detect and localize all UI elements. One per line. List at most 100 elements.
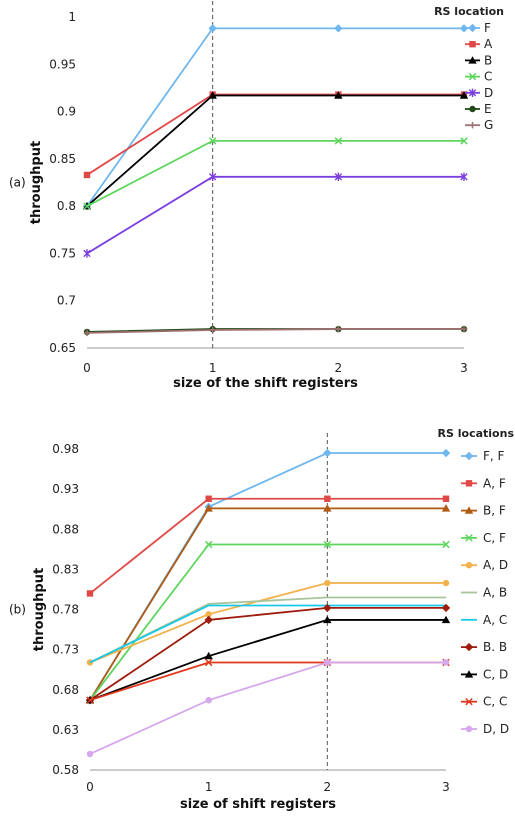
y-axis-title: throughput [29, 141, 44, 224]
marker-diamond [441, 448, 451, 458]
marker-diamond [204, 615, 213, 625]
marker-diamond [468, 23, 477, 33]
legend-item: B [465, 53, 492, 67]
legend-label: F [484, 21, 491, 35]
legend-item: B. B [461, 640, 507, 654]
marker-circle [465, 562, 473, 569]
marker-plus [335, 325, 342, 333]
legend-item: G [465, 118, 493, 132]
legend-label: A, C [483, 613, 507, 627]
legend-label: G [484, 118, 493, 132]
series-line [86, 27, 464, 207]
chart-panel-b: 0.58 0.63 0.68 0.73 0.78 0.83 0.88 0.93 0.98 0 1 2 3… [9, 427, 514, 812]
marker-square [465, 480, 473, 487]
legend-label: C, C [483, 695, 507, 709]
legend-title: RS location [434, 5, 504, 18]
series-b [82, 91, 469, 210]
x-tick-label: 3 [442, 780, 450, 794]
marker-diamond [334, 24, 343, 33]
marker-star [468, 88, 477, 97]
y-tick-label: 0.68 [52, 683, 79, 697]
y-tick-label: 0.85 [49, 152, 76, 166]
marker-circle [442, 659, 450, 666]
series-line [86, 175, 464, 255]
legend-item: C, D [461, 667, 508, 681]
marker-triangle [441, 615, 451, 624]
marker-triangle [323, 615, 332, 624]
x-tick-label: 0 [86, 780, 94, 794]
legend: RS locations F, F A, F B, F C, F A, D A, B A, C… [438, 427, 515, 736]
marker-x [465, 697, 473, 706]
legend-label: C [484, 70, 492, 84]
legend-label: A, F [483, 476, 506, 490]
marker-triangle [464, 506, 474, 514]
marker-star [208, 172, 217, 182]
marker-diamond [323, 448, 332, 458]
panel-label: (b) [9, 603, 26, 617]
legend-label: E [484, 102, 492, 116]
x-tick-label: 0 [83, 361, 91, 375]
x-tick-label: 1 [205, 780, 213, 794]
y-tick-label: 0.8 [57, 199, 76, 213]
x-tick-label: 2 [335, 361, 343, 375]
marker-triangle [464, 670, 474, 678]
series-a-d [86, 579, 450, 666]
series-line [89, 606, 446, 701]
x-tick-label: 1 [209, 361, 217, 375]
marker-x [460, 137, 468, 145]
series-b-f [85, 504, 451, 704]
marker-x [465, 534, 473, 542]
legend-item: E [465, 102, 492, 116]
marker-star [334, 172, 343, 182]
marker-square [205, 495, 212, 502]
series-line [89, 661, 446, 755]
legend-title: RS locations [438, 427, 515, 440]
legend-item: F, F [461, 449, 505, 463]
series-f [82, 24, 469, 211]
series-line [89, 507, 446, 701]
series-line [89, 619, 446, 702]
y-tick-label: 0.7 [57, 294, 76, 308]
chart-panel-a: 0.65 0.7 0.75 0.8 0.85 0.9 0.95 1 0 1 2 3 size of th… [9, 1, 504, 391]
legend-item: A, B [461, 586, 507, 600]
y-tick-label: 0.98 [52, 442, 79, 456]
legend-item: D, D [461, 722, 509, 736]
legend-item: B, F [461, 504, 506, 518]
series-line [89, 604, 446, 664]
series-line [89, 543, 446, 701]
marker-diamond [441, 603, 451, 613]
marker-circle [442, 579, 450, 587]
legend-label: B [484, 53, 492, 67]
marker-circle [465, 725, 473, 733]
series-line [86, 94, 464, 207]
marker-x [323, 540, 332, 549]
series-g [83, 325, 468, 337]
marker-x [442, 540, 450, 549]
marker-x [208, 137, 217, 145]
marker-diamond [323, 603, 332, 613]
y-tick-label: 0.93 [52, 482, 79, 496]
panel-label: (a) [9, 176, 26, 190]
marker-x [334, 137, 343, 145]
y-tick-label: 0.73 [52, 643, 79, 657]
marker-x [468, 72, 477, 81]
series-c-d [85, 615, 451, 704]
marker-star [83, 249, 91, 258]
series-line [86, 93, 464, 176]
series-a [83, 91, 468, 179]
marker-diamond [208, 24, 217, 33]
legend-item: A, D [461, 558, 508, 572]
legend-label: D [484, 86, 493, 100]
x-axis-title: size of the shift registers [173, 376, 358, 391]
legend-label: A, B [483, 586, 507, 600]
marker-plus [209, 326, 216, 334]
marker-triangle [208, 91, 217, 99]
marker-x [83, 202, 91, 210]
series-a-c [89, 604, 446, 664]
legend-item: A, C [461, 613, 507, 627]
series-line [86, 328, 464, 334]
y-tick-label: 0.63 [52, 723, 79, 737]
legend-item: A [465, 37, 493, 51]
